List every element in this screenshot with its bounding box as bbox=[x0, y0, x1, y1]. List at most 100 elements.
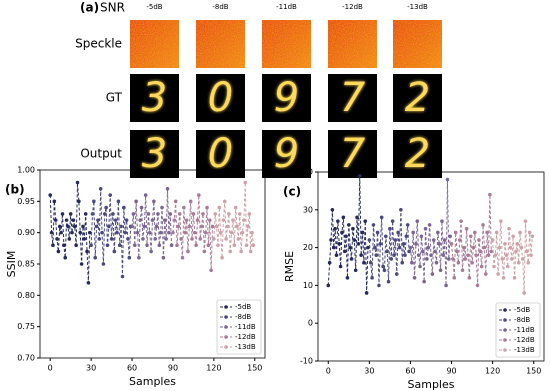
data-point bbox=[56, 249, 61, 254]
data-point bbox=[222, 199, 227, 204]
data-point bbox=[347, 223, 351, 227]
data-point bbox=[180, 255, 185, 260]
data-point bbox=[192, 230, 197, 235]
speckle-image bbox=[393, 20, 442, 68]
data-point bbox=[126, 237, 130, 241]
data-point bbox=[437, 242, 442, 246]
series-line bbox=[409, 179, 451, 286]
data-point bbox=[130, 224, 134, 229]
y-tick-label: 40 bbox=[303, 168, 313, 177]
data-point bbox=[60, 212, 65, 216]
data-point bbox=[381, 264, 385, 269]
data-point bbox=[466, 253, 470, 257]
data-point bbox=[388, 226, 392, 231]
x-tick-label: 0 bbox=[48, 364, 53, 373]
data-point bbox=[364, 291, 369, 295]
y-tick-label: 0.75 bbox=[17, 322, 35, 331]
data-point bbox=[342, 249, 347, 254]
data-point bbox=[356, 242, 361, 246]
digit: 7 bbox=[340, 75, 366, 121]
data-point bbox=[410, 260, 414, 265]
legend-box bbox=[495, 302, 541, 358]
data-point bbox=[96, 218, 100, 222]
data-point bbox=[70, 230, 74, 235]
data-point bbox=[392, 253, 396, 257]
data-point bbox=[81, 224, 85, 229]
legend-label: -8dB bbox=[514, 316, 530, 324]
data-point bbox=[239, 249, 243, 254]
data-point bbox=[515, 242, 520, 246]
data-point bbox=[59, 230, 63, 235]
series-line bbox=[49, 182, 91, 283]
data-point bbox=[100, 230, 104, 235]
data-point bbox=[481, 223, 485, 227]
data-point bbox=[420, 249, 425, 254]
x-axis-label: Samples bbox=[408, 378, 455, 391]
data-point bbox=[209, 268, 213, 273]
legend-label: -12dB bbox=[514, 336, 535, 344]
row-label: Output bbox=[80, 147, 122, 161]
data-point bbox=[141, 237, 145, 241]
legend-marker bbox=[503, 348, 507, 352]
x-tick-label: 30 bbox=[364, 367, 374, 376]
data-point bbox=[212, 237, 216, 241]
data-point bbox=[433, 249, 437, 254]
data-point bbox=[247, 212, 252, 216]
speckle-image bbox=[196, 20, 245, 68]
data-point bbox=[195, 218, 200, 222]
data-point bbox=[52, 199, 57, 204]
data-point bbox=[449, 242, 454, 246]
legend-label: -5dB bbox=[235, 303, 251, 311]
data-point bbox=[373, 245, 377, 250]
series-line bbox=[492, 221, 533, 293]
data-point bbox=[382, 268, 387, 273]
data-point bbox=[456, 260, 461, 265]
y-tick-label: 0.90 bbox=[17, 228, 35, 237]
data-point bbox=[246, 224, 250, 229]
data-point bbox=[467, 276, 472, 280]
legend-label: -11dB bbox=[235, 323, 256, 331]
data-point bbox=[143, 193, 148, 197]
data-point bbox=[416, 253, 421, 257]
panel-label: (a) bbox=[80, 1, 99, 15]
data-point bbox=[477, 238, 481, 242]
data-point bbox=[504, 253, 509, 257]
data-point bbox=[64, 218, 69, 222]
data-point bbox=[462, 245, 466, 250]
data-point bbox=[371, 223, 376, 227]
data-point bbox=[330, 208, 335, 212]
digit-image bbox=[393, 74, 442, 122]
legend-label: -11dB bbox=[514, 326, 535, 334]
data-point bbox=[397, 245, 402, 250]
y-tick-label: 30 bbox=[303, 205, 313, 214]
digit: 7 bbox=[340, 131, 366, 177]
digit: 0 bbox=[208, 75, 233, 121]
data-point bbox=[414, 242, 418, 246]
series-line bbox=[172, 195, 213, 271]
series-line bbox=[213, 182, 254, 258]
x-tick-label: 90 bbox=[168, 364, 178, 373]
data-point bbox=[218, 230, 223, 235]
data-point bbox=[122, 205, 126, 210]
column-header: -12dB bbox=[342, 3, 363, 11]
data-point bbox=[107, 224, 111, 229]
data-point bbox=[117, 243, 122, 247]
data-point bbox=[362, 260, 366, 265]
x-tick-label: 30 bbox=[86, 364, 96, 373]
data-point bbox=[108, 193, 113, 197]
x-tick-label: 90 bbox=[446, 367, 456, 376]
data-point bbox=[522, 291, 526, 295]
data-point bbox=[51, 243, 55, 247]
data-point bbox=[326, 283, 331, 288]
data-point bbox=[119, 224, 123, 229]
data-point bbox=[109, 237, 114, 241]
y-tick-label: 0.70 bbox=[17, 354, 35, 363]
data-point bbox=[452, 276, 457, 280]
data-point bbox=[78, 230, 83, 235]
data-point bbox=[57, 224, 62, 229]
data-point bbox=[92, 199, 96, 204]
data-point bbox=[172, 218, 177, 222]
y-tick-label: 0.85 bbox=[17, 260, 35, 269]
data-point bbox=[156, 212, 160, 216]
